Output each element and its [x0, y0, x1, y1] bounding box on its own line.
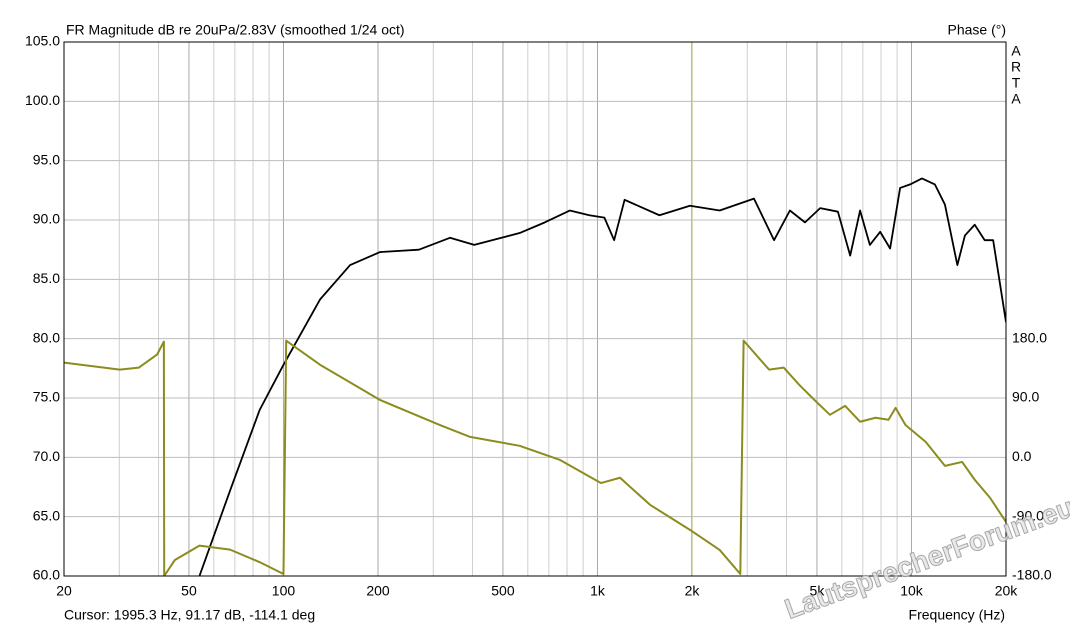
y-tick-label: 80.0: [33, 329, 60, 345]
x-tick-label: 2k: [685, 583, 701, 599]
series-line: [198, 177, 1006, 576]
x-tick-label: 5k: [810, 583, 826, 599]
y2-tick-label: 0.0: [1012, 448, 1032, 464]
y-tick-label: 90.0: [33, 211, 60, 227]
y2-tick-label: -180.0: [1012, 567, 1052, 583]
cursor-readout: Cursor: 1995.3 Hz, 91.17 dB, -114.1 deg: [64, 607, 315, 623]
y-tick-label: 70.0: [33, 448, 60, 464]
x-label: Frequency (Hz): [909, 607, 1005, 623]
y2-tick-label: 180.0: [1012, 329, 1047, 345]
y-tick-label: 85.0: [33, 270, 60, 286]
series-line: [64, 339, 1006, 576]
y2-tick-label: -90.0: [1012, 507, 1044, 523]
chart-title: FR Magnitude dB re 20uPa/2.83V (smoothed…: [66, 22, 405, 38]
plot-frame: [63, 41, 1007, 577]
x-tick-label: 100: [272, 583, 296, 599]
x-tick-label: 10k: [900, 583, 924, 599]
x-tick-label: 20k: [995, 583, 1019, 599]
y-tick-label: 105.0: [25, 33, 60, 49]
y-tick-label: 75.0: [33, 389, 60, 405]
side-label: T: [1012, 75, 1021, 91]
x-tick-label: 50: [181, 583, 197, 599]
y-tick-label: 60.0: [33, 567, 60, 583]
x-tick-label: 500: [491, 583, 515, 599]
x-tick-label: 1k: [590, 583, 606, 599]
side-label: R: [1011, 59, 1021, 75]
x-tick-label: 20: [56, 583, 72, 599]
y-tick-label: 95.0: [33, 151, 60, 167]
y-tick-label: 65.0: [33, 507, 60, 523]
x-tick-label: 200: [366, 583, 390, 599]
y2-title: Phase (°): [947, 22, 1006, 38]
side-label: A: [1011, 91, 1021, 107]
y2-tick-label: 90.0: [1012, 389, 1039, 405]
y-tick-label: 100.0: [25, 92, 60, 108]
side-label: A: [1011, 43, 1021, 59]
